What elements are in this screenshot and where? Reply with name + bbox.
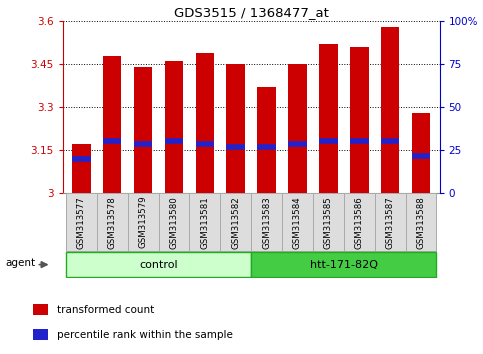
Text: GSM313583: GSM313583 <box>262 196 271 249</box>
FancyBboxPatch shape <box>251 193 282 251</box>
FancyBboxPatch shape <box>66 193 97 251</box>
Text: GSM313579: GSM313579 <box>139 196 148 249</box>
Bar <box>72 144 91 193</box>
Text: transformed count: transformed count <box>57 305 154 315</box>
FancyBboxPatch shape <box>66 252 251 277</box>
Text: GSM313582: GSM313582 <box>231 196 240 249</box>
Bar <box>33 304 48 315</box>
FancyBboxPatch shape <box>189 193 220 251</box>
FancyBboxPatch shape <box>251 252 437 277</box>
Bar <box>165 61 183 193</box>
Bar <box>319 44 338 193</box>
Text: agent: agent <box>5 258 35 268</box>
Text: GSM313584: GSM313584 <box>293 196 302 249</box>
FancyBboxPatch shape <box>158 193 189 251</box>
Bar <box>227 64 245 193</box>
Text: control: control <box>139 259 178 270</box>
FancyBboxPatch shape <box>128 193 158 251</box>
Text: GSM313587: GSM313587 <box>385 196 395 249</box>
Text: GSM313585: GSM313585 <box>324 196 333 249</box>
Text: GSM313580: GSM313580 <box>170 196 178 249</box>
Text: GSM313581: GSM313581 <box>200 196 209 249</box>
FancyBboxPatch shape <box>97 193 128 251</box>
FancyBboxPatch shape <box>220 193 251 251</box>
Bar <box>196 53 214 193</box>
Text: GSM313588: GSM313588 <box>416 196 426 249</box>
Bar <box>288 64 307 193</box>
Bar <box>134 67 152 193</box>
Text: GSM313578: GSM313578 <box>108 196 117 249</box>
Bar <box>381 27 399 193</box>
Title: GDS3515 / 1368477_at: GDS3515 / 1368477_at <box>174 6 328 19</box>
Bar <box>257 87 276 193</box>
Text: GSM313586: GSM313586 <box>355 196 364 249</box>
FancyBboxPatch shape <box>313 193 344 251</box>
Text: htt-171-82Q: htt-171-82Q <box>310 259 378 270</box>
Text: percentile rank within the sample: percentile rank within the sample <box>57 330 233 339</box>
FancyBboxPatch shape <box>282 193 313 251</box>
Bar <box>412 113 430 193</box>
FancyBboxPatch shape <box>375 193 406 251</box>
Bar <box>350 47 369 193</box>
Text: GSM313577: GSM313577 <box>77 196 86 249</box>
FancyBboxPatch shape <box>406 193 437 251</box>
Bar <box>33 329 48 340</box>
FancyBboxPatch shape <box>344 193 375 251</box>
Bar <box>103 56 121 193</box>
